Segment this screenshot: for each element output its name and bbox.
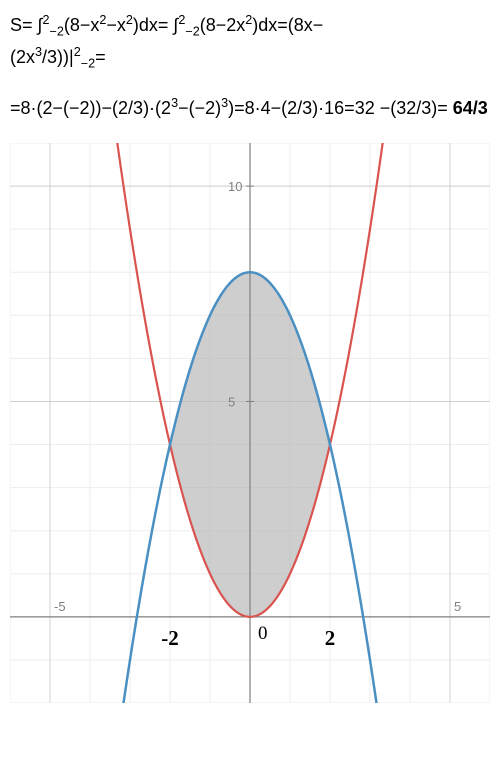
x-tick-label: -5 [54,599,66,614]
equation-block-2: =8·(2−(−2))−(2/3)·(23−(−2)3)=8·4−(2/3)·1… [10,93,490,123]
intersection-label: 2 [325,626,336,650]
y-tick-label: 5 [228,395,235,410]
intersection-label: -2 [161,626,179,650]
origin-label: 0 [258,623,268,644]
equation-block-1: S= ∫2−2(8−x2−x2)dx= ∫2−2(8−2x2)dx=(8x−(2… [10,10,490,73]
x-tick-label: 5 [454,599,461,614]
parabola-chart: -5 5 5 10 0 -2 2 [10,143,490,703]
y-tick-label: 10 [228,179,242,194]
